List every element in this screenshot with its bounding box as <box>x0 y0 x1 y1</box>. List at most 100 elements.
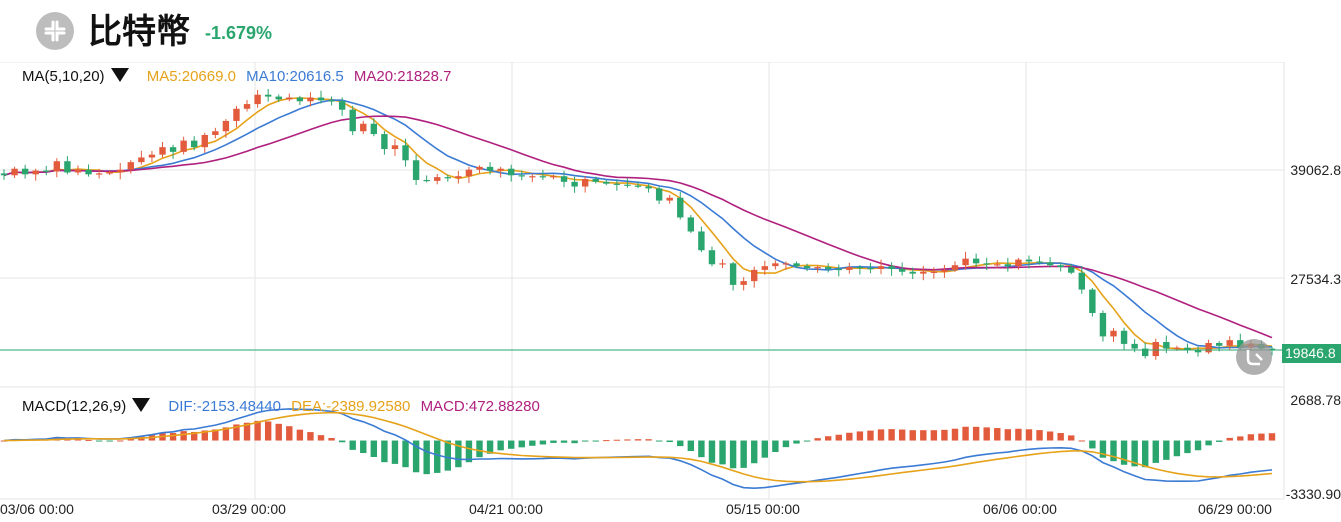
candle <box>370 123 378 135</box>
candle <box>1163 342 1170 349</box>
candle <box>856 267 864 269</box>
candlestick-chart[interactable] <box>0 62 1341 522</box>
macd-bar <box>1163 440 1170 460</box>
macd-bar <box>1226 437 1233 441</box>
macd-bar <box>264 421 272 441</box>
macd-bar <box>698 440 705 458</box>
macd-bar <box>286 426 293 441</box>
macd-bar <box>1173 440 1181 457</box>
macd-bar <box>349 440 356 450</box>
macd-tick-label: -3330.90 <box>1285 486 1341 502</box>
collapse-arrows-icon[interactable] <box>36 12 74 50</box>
x-tick-label: 04/21 00:00 <box>469 501 543 517</box>
candle <box>1120 330 1128 344</box>
macd-bar <box>1110 440 1117 462</box>
macd-bar <box>867 430 874 441</box>
grid <box>0 62 1285 500</box>
macd-legend-label: MACD(12,26,9) <box>22 398 127 415</box>
dea-value: DEA:-2389.92580 <box>291 398 411 415</box>
ma-dropdown-icon[interactable] <box>110 68 129 82</box>
macd-bar <box>1057 433 1064 441</box>
macd-bar <box>402 440 409 468</box>
candle <box>95 173 103 175</box>
macd-bar <box>1099 440 1107 458</box>
candle <box>455 176 462 179</box>
macd-bar <box>381 440 388 463</box>
candle <box>571 181 578 187</box>
macd-bar <box>529 440 536 446</box>
macd-dropdown-icon[interactable] <box>132 398 151 412</box>
candle <box>1215 342 1223 346</box>
macd-bar <box>613 439 621 441</box>
candle <box>581 179 589 187</box>
candle <box>888 266 895 269</box>
candle <box>138 157 145 163</box>
macd-bar <box>930 430 938 441</box>
macd-bar <box>782 440 790 448</box>
x-tick-label: 03/29 00:00 <box>212 501 286 517</box>
candle <box>708 250 716 265</box>
candle <box>317 97 325 101</box>
candle <box>169 147 177 152</box>
candle <box>1226 340 1233 346</box>
dif-value: DIF:-2153.48440 <box>168 398 281 415</box>
candle <box>338 101 346 110</box>
candle <box>941 269 948 272</box>
macd-bar <box>655 440 663 442</box>
macd-bar <box>254 420 261 441</box>
macd-bar <box>539 440 547 445</box>
candle <box>233 108 240 121</box>
macd-histogram <box>0 420 1276 475</box>
macd-bar <box>772 440 779 453</box>
macd-bar <box>687 440 695 452</box>
candle <box>898 268 906 272</box>
scroll-to-latest-button[interactable] <box>1236 339 1272 375</box>
candle <box>53 161 61 172</box>
macd-bar <box>962 426 969 441</box>
macd-bar <box>994 428 1001 441</box>
macd-bar <box>719 440 726 465</box>
dif-line <box>3 408 1273 490</box>
macd-bar <box>106 440 113 442</box>
candle <box>666 197 673 201</box>
ma20-value: MA20:21828.7 <box>353 68 452 85</box>
candle <box>920 271 927 274</box>
candle <box>286 97 293 100</box>
candle <box>391 145 399 150</box>
macd-bar <box>909 430 916 441</box>
candle <box>402 145 409 161</box>
macd-bar <box>1205 440 1212 446</box>
candle <box>698 231 705 251</box>
candle <box>793 263 800 267</box>
candle <box>803 266 811 269</box>
candle <box>814 267 821 269</box>
candle <box>645 186 652 189</box>
macd-bar <box>761 440 768 458</box>
macd-bar <box>497 440 504 451</box>
candle <box>1046 262 1054 266</box>
macd-bar <box>85 439 92 441</box>
candle <box>1110 330 1117 337</box>
macd-bar <box>677 440 684 447</box>
macd-bar <box>391 440 399 464</box>
candle <box>972 258 980 264</box>
macd-bar <box>846 432 853 441</box>
macd-bar <box>307 432 314 441</box>
candle <box>64 161 71 173</box>
candle <box>11 168 18 176</box>
macd-bar <box>444 440 451 471</box>
macd-bar <box>0 440 8 442</box>
candle <box>1025 259 1033 262</box>
candle <box>1078 272 1085 290</box>
macd-bar <box>550 440 557 443</box>
candle <box>867 268 874 270</box>
candle <box>381 134 388 150</box>
candle <box>603 181 610 184</box>
scroll-latest-icon <box>1246 350 1263 366</box>
macd-bar <box>972 426 980 441</box>
macd-bar <box>127 438 134 441</box>
macd-bar <box>455 440 462 468</box>
candle <box>719 263 726 265</box>
macd-bar <box>233 424 240 441</box>
page-title: 比特幣 <box>88 12 190 52</box>
